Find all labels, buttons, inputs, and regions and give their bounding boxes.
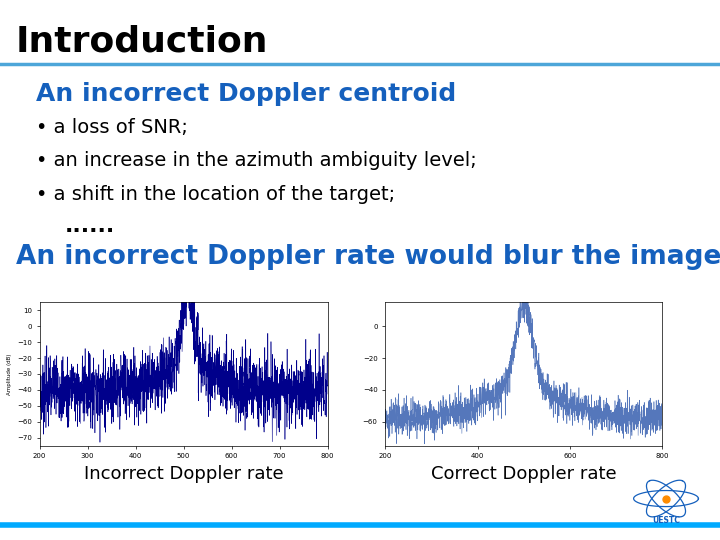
Y-axis label: Amplitude (dB): Amplitude (dB) (6, 353, 12, 395)
Text: Introduction: Introduction (16, 24, 269, 58)
Text: An incorrect Doppler centroid: An incorrect Doppler centroid (36, 82, 456, 106)
Text: ......: ...... (65, 216, 115, 236)
Text: • a loss of SNR;: • a loss of SNR; (36, 118, 188, 137)
Text: Correct Doppler rate: Correct Doppler rate (431, 465, 616, 483)
Text: • a shift in the location of the target;: • a shift in the location of the target; (36, 185, 395, 204)
Text: An incorrect Doppler rate would blur the image.: An incorrect Doppler rate would blur the… (16, 244, 720, 270)
Text: • an increase in the azimuth ambiguity level;: • an increase in the azimuth ambiguity l… (36, 151, 477, 170)
Text: UESTC: UESTC (652, 516, 680, 525)
Text: Incorrect Doppler rate: Incorrect Doppler rate (84, 465, 284, 483)
